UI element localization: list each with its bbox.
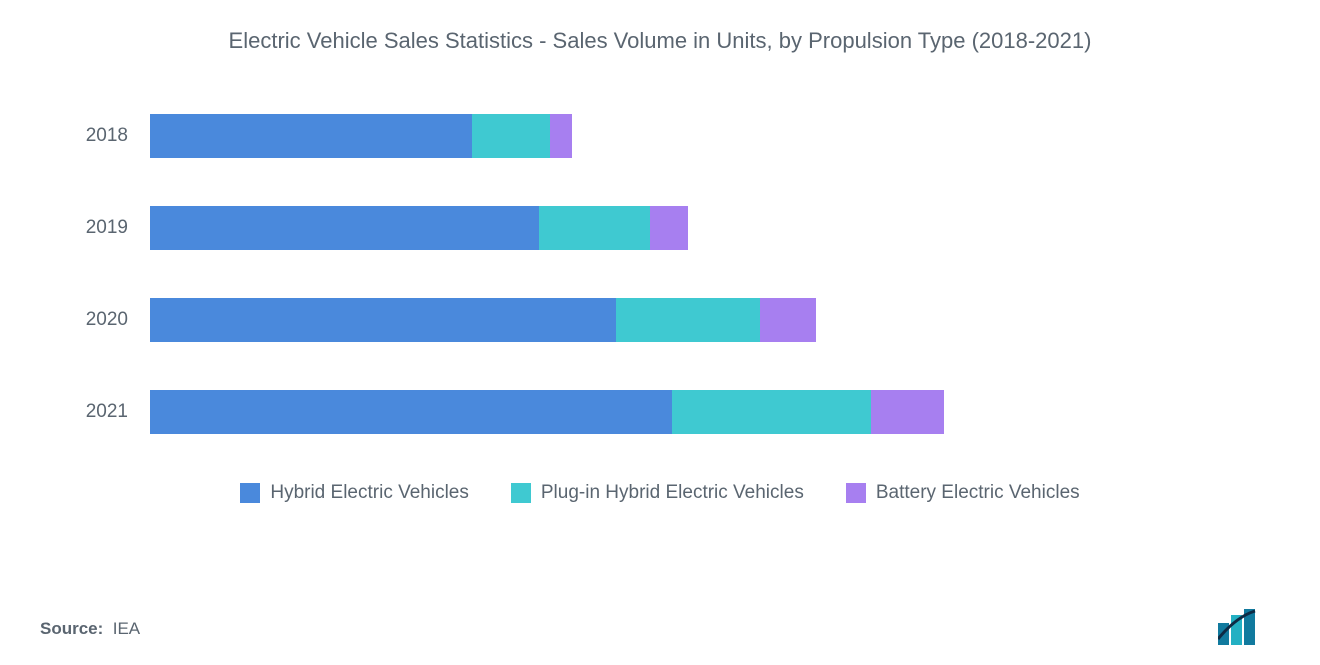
bar-segment-hev — [150, 298, 616, 342]
bar-row-2019: 2019 — [80, 206, 1260, 250]
y-axis-label: 2019 — [80, 217, 150, 239]
bar-segment-phev — [539, 206, 650, 250]
source-label: Source: — [40, 619, 103, 638]
bar-segment-bev — [650, 206, 689, 250]
bar-track — [150, 298, 1260, 342]
bar-row-2018: 2018 — [80, 114, 1260, 158]
bar-segment-hev — [150, 206, 539, 250]
legend-item-phev: Plug-in Hybrid Electric Vehicles — [511, 482, 804, 504]
bar-segment-phev — [472, 114, 550, 158]
legend-swatch — [511, 483, 531, 503]
chart-title: Electric Vehicle Sales Statistics - Sale… — [40, 28, 1280, 54]
y-axis-label: 2021 — [80, 401, 150, 423]
bar-segment-bev — [760, 298, 816, 342]
legend-label: Plug-in Hybrid Electric Vehicles — [541, 482, 804, 504]
legend-label: Battery Electric Vehicles — [876, 482, 1080, 504]
bar-segment-phev — [616, 298, 760, 342]
legend-item-bev: Battery Electric Vehicles — [846, 482, 1080, 504]
bar-row-2021: 2021 — [80, 390, 1260, 434]
bar-segment-phev — [672, 390, 872, 434]
chart-area: 2018 2019 2020 2021 — [40, 114, 1280, 434]
legend-swatch — [240, 483, 260, 503]
bar-track — [150, 114, 1260, 158]
bar-segment-bev — [550, 114, 572, 158]
legend-swatch — [846, 483, 866, 503]
bar-track — [150, 390, 1260, 434]
legend-label: Hybrid Electric Vehicles — [270, 482, 469, 504]
bar-segment-hev — [150, 390, 672, 434]
source-attribution: Source: IEA — [40, 619, 140, 639]
y-axis-label: 2020 — [80, 309, 150, 331]
brand-logo-icon — [1218, 609, 1286, 645]
y-axis-label: 2018 — [80, 125, 150, 147]
legend: Hybrid Electric Vehicles Plug-in Hybrid … — [40, 482, 1280, 504]
legend-item-hev: Hybrid Electric Vehicles — [240, 482, 469, 504]
source-value: IEA — [113, 619, 140, 638]
bar-segment-bev — [871, 390, 943, 434]
bar-segment-hev — [150, 114, 472, 158]
bar-track — [150, 206, 1260, 250]
bar-row-2020: 2020 — [80, 298, 1260, 342]
